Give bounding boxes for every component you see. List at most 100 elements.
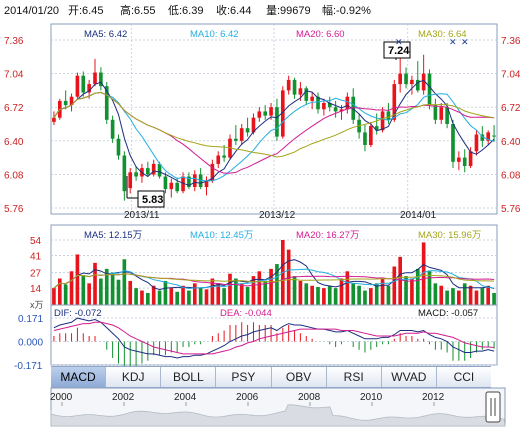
candle-body <box>99 72 103 87</box>
candle <box>486 130 491 145</box>
timeline-year: 2006 <box>236 392 259 403</box>
dif-line <box>53 317 495 359</box>
price-legend: MA5: 6.42 MA10: 6.42 MA20: 6.60 MA30: 6.… <box>84 29 467 40</box>
volume-bar <box>421 242 426 305</box>
candle-body <box>75 75 80 97</box>
price-x-axis: 2013/11 2013/12 2014/01 <box>124 210 437 221</box>
candle <box>316 92 320 114</box>
price-y-tick-left: 6.08 <box>4 170 24 181</box>
volume-bar <box>404 276 408 305</box>
macd-legend-dea: DEA: -0.044 <box>220 308 272 319</box>
candle <box>146 161 150 177</box>
price-y-tick-right: 7.36 <box>501 36 521 47</box>
candle-body <box>210 163 215 181</box>
candle <box>457 151 461 171</box>
candle <box>433 98 438 124</box>
volume-bar <box>181 285 185 305</box>
candle <box>275 98 279 141</box>
candle-body <box>222 155 226 158</box>
candle-body <box>339 109 344 112</box>
macd-y-axis: 0.171 0.000 -0.171 <box>14 314 43 372</box>
tab-boll[interactable]: BOLL <box>161 367 217 387</box>
candle <box>322 98 326 116</box>
candle-body <box>398 73 402 85</box>
volume-bar <box>451 288 455 305</box>
price-y-tick-left: 7.04 <box>4 70 24 81</box>
volume-bar <box>222 288 226 305</box>
candle <box>222 145 226 162</box>
volume-legend: MA5: 12.15万 MA10: 12.45万 MA20: 16.27万 MA… <box>84 230 481 241</box>
candle <box>421 54 426 95</box>
tab-rsi[interactable]: RSI <box>327 367 382 387</box>
header-change: 幅:-0.92% <box>322 4 371 17</box>
candle-body <box>234 138 238 141</box>
candle-body <box>457 157 461 162</box>
vol-ma5-line <box>53 259 495 291</box>
tab-cci[interactable]: CCI <box>453 370 475 384</box>
volume-bar <box>398 256 402 305</box>
volume-bar <box>427 271 432 305</box>
candle-body <box>410 79 414 85</box>
volume-bar <box>339 278 344 305</box>
candle <box>234 125 238 145</box>
candle-body <box>421 73 426 91</box>
volume-bar <box>480 288 485 305</box>
candle-body <box>275 107 279 137</box>
timeline-year: 2000 <box>50 392 73 403</box>
macd-legend-dif: DIF: -0.072 <box>54 308 102 319</box>
tab-kdj[interactable]: KDJ <box>106 367 162 387</box>
candle <box>380 107 385 133</box>
candle-body <box>116 138 121 156</box>
vol-legend-ma5: MA5: 12.15万 <box>84 230 142 241</box>
timeline-year: 2012 <box>422 392 445 403</box>
header-high: 高:6.55 <box>120 3 155 17</box>
volume-bar <box>327 285 332 305</box>
volume-bar <box>69 271 74 305</box>
header-low: 低:6.39 <box>168 4 203 17</box>
candle-body <box>345 96 350 110</box>
volume-ma-lines <box>53 259 495 291</box>
volume-bar <box>357 285 361 305</box>
candle-body <box>163 176 168 190</box>
dea-line <box>53 321 495 355</box>
volume-bar <box>99 278 103 305</box>
event-marker-2[interactable]: ✕ <box>449 37 457 47</box>
event-marker-3[interactable]: ✕ <box>461 37 469 47</box>
candle-body <box>69 96 74 106</box>
candle <box>99 67 103 91</box>
candle <box>151 159 156 177</box>
candle-body <box>445 107 449 124</box>
candle-body <box>386 111 391 120</box>
tab-wvad[interactable]: WVAD <box>382 367 437 387</box>
candle-body <box>310 96 314 101</box>
volume-bar <box>57 278 62 305</box>
macd-legend-macd: MACD: -0.057 <box>418 308 478 319</box>
candle-body <box>251 117 256 133</box>
tab-macd[interactable]: MACD <box>51 367 107 387</box>
candle-body <box>333 107 338 112</box>
price-y-tick-right: 6.72 <box>501 103 521 114</box>
tab-psy[interactable]: PSY <box>216 367 272 387</box>
volume-bar <box>163 280 168 305</box>
event-markers: ✕ ✕ ✕ <box>395 37 469 47</box>
candle <box>304 86 309 106</box>
candle-body <box>363 132 367 145</box>
volume-unit: x万 <box>30 300 44 310</box>
candle-body <box>374 126 379 131</box>
timeline-handle[interactable] <box>485 391 501 423</box>
volume-y-tick: 54 <box>30 236 42 247</box>
candle <box>363 124 367 152</box>
candle <box>245 117 250 137</box>
tab-obv[interactable]: OBV <box>272 367 327 387</box>
candle-body <box>415 79 420 91</box>
volume-bar <box>157 290 162 305</box>
candle-body <box>492 135 496 137</box>
volume-bar <box>486 285 491 305</box>
volume-bar <box>169 288 174 305</box>
volume-bar <box>369 288 373 305</box>
event-marker-1[interactable]: ✕ <box>395 37 403 47</box>
candle <box>128 168 133 194</box>
candle-body <box>480 134 485 141</box>
candle-body <box>451 124 455 162</box>
